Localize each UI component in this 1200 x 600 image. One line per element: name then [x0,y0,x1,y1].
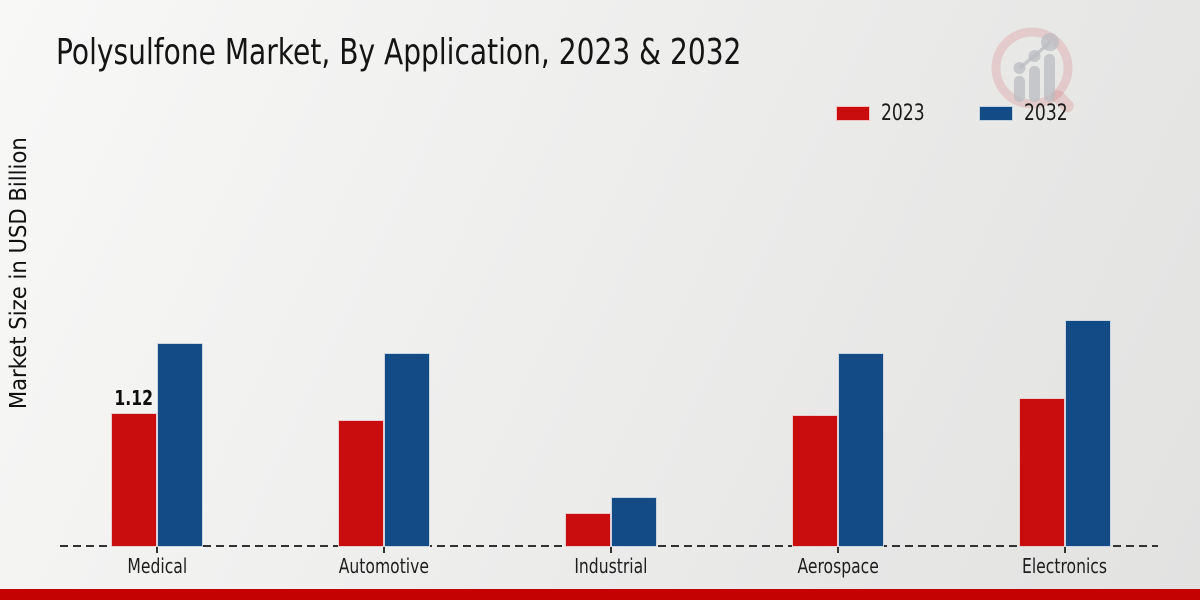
bar-2023-medical [111,412,157,547]
legend-label-2032: 2032 [1024,100,1068,126]
legend: 2023 2032 [836,100,1080,126]
bar-2032-medical [157,343,203,547]
x-tick-automotive [383,547,385,553]
bar-2032-industrial [611,496,657,547]
chart-title: Polysulfone Market, By Application, 2023… [56,32,935,73]
x-tick-industrial [610,547,612,553]
legend-label-2023: 2023 [881,100,925,126]
x-tick-label-electronics: Electronics [1022,554,1108,578]
bar-2023-automotive [338,419,384,547]
bar-2023-aerospace [792,415,838,547]
x-tick-label-industrial: Industrial [574,554,648,578]
footer-accent-bar [0,589,1200,600]
magnifier-growth-chart-watermark-icon [991,27,1074,113]
x-tick-medical [156,547,158,553]
x-tick-label-automotive: Automotive [338,554,430,578]
legend-swatch-2032 [979,105,1013,121]
bar-2032-electronics [1065,320,1111,547]
bar-2032-aerospace [838,352,884,547]
legend-swatch-2023 [836,105,870,121]
x-tick-label-aerospace: Aerospace [797,554,879,578]
chart-title-text: Polysulfone Market, By Application, 2023… [56,32,742,73]
x-tick-aerospace [837,547,839,553]
bar-value-label-medical-2023: 1.12 [114,385,154,410]
bar-2032-automotive [384,352,430,547]
x-tick-label-medical: Medical [127,554,187,578]
bar-2023-industrial [565,513,611,547]
x-tick-electronics [1064,547,1066,553]
bar-2023-electronics [1019,398,1065,547]
